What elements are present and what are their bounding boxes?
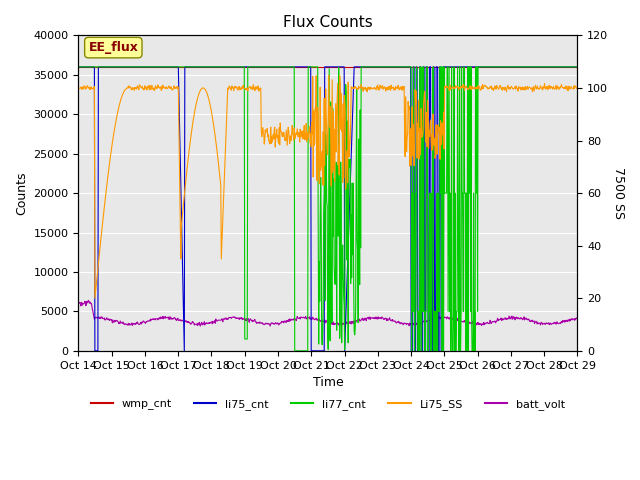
Legend: wmp_cnt, li75_cnt, li77_cnt, Li75_SS, batt_volt: wmp_cnt, li75_cnt, li77_cnt, Li75_SS, ba… <box>86 395 570 415</box>
Title: Flux Counts: Flux Counts <box>283 15 373 30</box>
X-axis label: Time: Time <box>312 376 343 389</box>
Text: EE_flux: EE_flux <box>88 41 138 54</box>
Y-axis label: Counts: Counts <box>15 171 28 215</box>
Y-axis label: 7500 SS: 7500 SS <box>612 167 625 219</box>
